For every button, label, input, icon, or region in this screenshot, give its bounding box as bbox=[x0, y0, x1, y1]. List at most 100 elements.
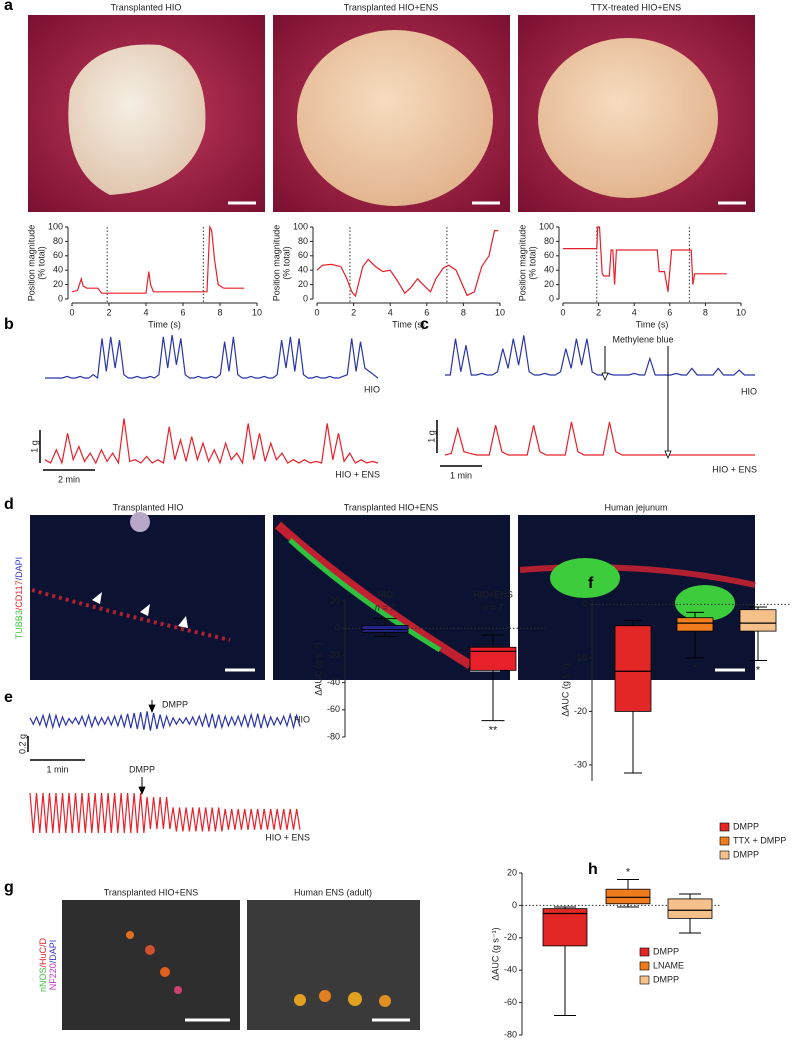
box bbox=[542, 908, 588, 947]
y-tick-label: 60 bbox=[53, 250, 63, 260]
arrowhead bbox=[148, 704, 156, 714]
y-tick-label: -80 bbox=[327, 731, 340, 741]
y-tick-label: -20 bbox=[327, 650, 340, 660]
scale-bar-label: 1 min bbox=[46, 764, 68, 774]
y-tick-label: 60 bbox=[298, 250, 308, 260]
image-title: Transplanted HIO+ENS bbox=[104, 887, 198, 897]
arrowhead bbox=[601, 372, 609, 382]
y-tick-label: -30 bbox=[574, 759, 587, 769]
legend-label: DMPP bbox=[733, 849, 759, 859]
stain-name: TUBB3 bbox=[14, 610, 24, 639]
micrograph bbox=[62, 900, 240, 1030]
trace-label: HIO + ENS bbox=[335, 469, 380, 479]
stain-signal bbox=[319, 990, 331, 1002]
legend-label: DMPP bbox=[653, 946, 679, 956]
significance: ** bbox=[489, 725, 498, 737]
trace bbox=[29, 711, 301, 731]
legend-label: DMPP bbox=[733, 821, 759, 831]
x-tick-label: 10 bbox=[736, 307, 746, 317]
x-tick-label: 0 bbox=[314, 307, 319, 317]
x-tick-label: 10 bbox=[252, 307, 262, 317]
box bbox=[469, 646, 517, 671]
y-tick-label: 80 bbox=[53, 236, 63, 246]
trace-label: HIO bbox=[294, 714, 310, 724]
trace bbox=[444, 421, 755, 456]
y-axis-label: Position magnitude bbox=[271, 225, 281, 302]
panel-label: g bbox=[4, 879, 14, 896]
organoid bbox=[297, 30, 493, 206]
stain-signal bbox=[174, 986, 182, 994]
panel-label: e bbox=[4, 689, 13, 706]
y-axis-label: (% total) bbox=[36, 246, 46, 280]
scale-bar-label: 1 g bbox=[29, 440, 39, 453]
image-title: Transplanted HIO+ENS bbox=[344, 502, 438, 512]
x-tick-label: 0 bbox=[69, 307, 74, 317]
y-tick-label: -20 bbox=[504, 932, 517, 942]
stain-signal bbox=[519, 564, 756, 588]
stain-name: NF220 bbox=[48, 963, 58, 990]
significance: * bbox=[626, 866, 631, 878]
x-tick-label: 8 bbox=[217, 307, 222, 317]
y-axis-label: ΔAUC (g s⁻¹) bbox=[560, 663, 570, 716]
data-line bbox=[316, 230, 499, 298]
arrowhead bbox=[178, 616, 188, 628]
x-tick-label: 4 bbox=[632, 307, 637, 317]
stain-signal bbox=[31, 588, 231, 642]
image-title: Transplanted HIO bbox=[113, 502, 184, 512]
y-tick-label: 20 bbox=[330, 595, 340, 605]
stain-signal bbox=[145, 945, 155, 955]
image-title: Human jejunum bbox=[604, 502, 667, 512]
data-line bbox=[71, 224, 245, 294]
x-axis-label: Time (s) bbox=[636, 319, 669, 329]
stain-signal bbox=[130, 512, 150, 532]
y-axis-label: Position magnitude bbox=[517, 225, 527, 302]
x-tick-label: 2 bbox=[106, 307, 111, 317]
legend-swatch bbox=[719, 822, 730, 832]
stain-name: /DAPI bbox=[14, 557, 24, 581]
panel-label: c bbox=[420, 316, 429, 333]
stain-signal bbox=[550, 558, 620, 598]
y-tick-label: 0 bbox=[582, 599, 587, 609]
legend-swatch bbox=[639, 961, 650, 971]
legend-label: DMPP bbox=[653, 974, 679, 984]
panel-label: h bbox=[588, 861, 598, 878]
stain-label: nNOS/HuC/D bbox=[38, 937, 48, 992]
x-tick-label: 8 bbox=[461, 307, 466, 317]
y-tick-label: -40 bbox=[504, 965, 517, 975]
trace-label: HIO bbox=[364, 384, 380, 394]
y-tick-label: 20 bbox=[507, 867, 517, 877]
image-title: TTX-treated HIO+ENS bbox=[591, 2, 681, 12]
y-tick-label: 100 bbox=[48, 221, 63, 231]
scale-bar-label: 0.2 g bbox=[17, 734, 27, 754]
box bbox=[605, 888, 651, 905]
box bbox=[739, 609, 777, 632]
x-tick-label: 6 bbox=[424, 307, 429, 317]
y-tick-label: 20 bbox=[53, 279, 63, 289]
legend-swatch bbox=[639, 947, 650, 957]
micrograph bbox=[247, 900, 420, 1030]
x-tick-label: 2 bbox=[596, 307, 601, 317]
y-tick-label: 100 bbox=[293, 221, 308, 231]
box bbox=[614, 625, 652, 712]
legend-swatch bbox=[639, 975, 650, 985]
y-tick-label: 40 bbox=[53, 265, 63, 275]
y-tick-label: -10 bbox=[574, 652, 587, 662]
stain-signal bbox=[160, 967, 170, 977]
x-tick-label: 8 bbox=[703, 307, 708, 317]
scale-bar-label: 2 min bbox=[58, 474, 80, 484]
stain-signal bbox=[294, 994, 306, 1006]
stain-name: /CD117 bbox=[14, 580, 24, 610]
x-tick-label: 6 bbox=[180, 307, 185, 317]
y-tick-label: 40 bbox=[298, 265, 308, 275]
y-tick-label: 20 bbox=[544, 279, 554, 289]
x-tick-label: 10 bbox=[495, 307, 505, 317]
x-axis-label: Time (s) bbox=[392, 319, 425, 329]
category-label: HIO+ENS bbox=[473, 589, 513, 599]
y-tick-label: -60 bbox=[504, 997, 517, 1007]
trace-label: HIO bbox=[741, 386, 757, 396]
stain-signal bbox=[274, 521, 473, 669]
image-title: Human ENS (adult) bbox=[294, 887, 372, 897]
y-tick-label: -80 bbox=[504, 1029, 517, 1039]
y-tick-label: -40 bbox=[327, 677, 340, 687]
n-label: n = 7 bbox=[375, 602, 396, 612]
